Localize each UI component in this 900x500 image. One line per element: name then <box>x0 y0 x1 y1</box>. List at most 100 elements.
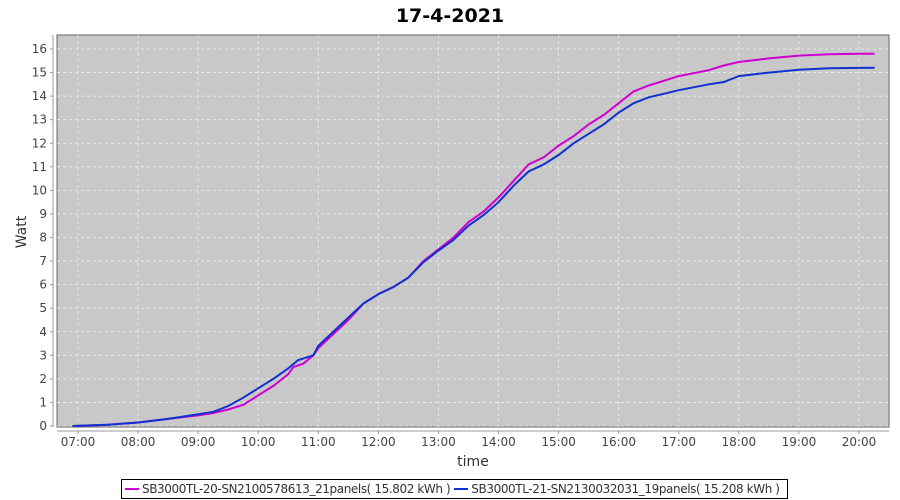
legend-label: SB3000TL-21-SN2130032031_19panels( 15.20… <box>471 482 780 496</box>
data-point <box>738 75 740 77</box>
legend-label: SB3000TL-20-SN2100578613_21panels( 15.80… <box>142 482 451 496</box>
data-point <box>347 319 350 321</box>
legend-swatch <box>125 488 139 490</box>
data-point <box>272 385 275 387</box>
data-point <box>527 163 530 166</box>
data-point <box>452 239 455 241</box>
data-point <box>708 69 710 72</box>
data-point <box>482 210 485 213</box>
data-point <box>242 403 245 406</box>
data-point <box>542 163 545 166</box>
data-point <box>617 111 620 114</box>
data-point <box>302 362 305 365</box>
y-tick-label: 5 <box>39 301 47 315</box>
data-point <box>662 92 665 95</box>
x-tick-label: 19:00 <box>782 435 817 449</box>
data-point <box>587 133 590 135</box>
data-point <box>467 221 470 223</box>
data-point <box>377 293 380 295</box>
data-point <box>437 249 440 252</box>
y-tick-label: 1 <box>39 395 47 409</box>
data-point <box>227 405 229 407</box>
chart-title: 17-4-2021 <box>396 5 504 27</box>
data-point <box>512 180 515 182</box>
data-point <box>858 52 860 55</box>
data-point <box>347 316 350 319</box>
data-point <box>167 418 169 420</box>
legend-item: SB3000TL-20-SN2100578613_21panels( 15.80… <box>125 482 451 496</box>
data-point <box>572 135 575 137</box>
y-tick-label: 3 <box>39 348 47 362</box>
x-tick-label: 13:00 <box>421 435 456 449</box>
x-axis-label: time <box>457 454 489 470</box>
data-point <box>452 236 455 239</box>
data-point <box>422 261 425 264</box>
data-point <box>647 96 650 99</box>
x-tick-label: 16:00 <box>601 435 636 449</box>
y-tick-label: 9 <box>39 207 47 221</box>
data-point <box>662 80 665 82</box>
data-point <box>557 144 560 147</box>
x-tick-label: 08:00 <box>121 435 156 449</box>
data-point <box>708 83 710 86</box>
data-point <box>768 71 770 74</box>
x-tick-label: 17:00 <box>661 435 696 449</box>
data-point <box>677 89 680 92</box>
data-point <box>858 67 860 69</box>
x-tick-label: 15:00 <box>541 435 576 449</box>
data-point <box>107 424 109 426</box>
x-tick-label: 12:00 <box>361 435 396 449</box>
data-point <box>828 67 830 70</box>
data-point <box>738 61 740 63</box>
data-point <box>512 184 515 187</box>
data-point <box>467 224 470 227</box>
y-tick-label: 8 <box>39 231 47 245</box>
data-point <box>497 201 500 203</box>
x-tick-label: 10:00 <box>241 435 276 449</box>
plot-area <box>56 34 890 428</box>
data-point <box>798 68 800 71</box>
data-point <box>137 421 139 424</box>
data-point <box>723 81 725 83</box>
data-point <box>287 367 290 370</box>
x-tick-label: 18:00 <box>722 435 757 449</box>
x-tick-label: 20:00 <box>842 435 877 449</box>
y-tick-label: 14 <box>32 89 47 103</box>
y-tick-label: 12 <box>32 136 47 150</box>
y-tick-label: 15 <box>32 66 47 80</box>
data-point <box>257 387 260 390</box>
data-point <box>873 66 875 69</box>
data-point <box>272 378 275 380</box>
data-point <box>798 54 800 57</box>
data-point <box>602 114 605 116</box>
x-tick-label: 07:00 <box>61 435 96 449</box>
data-point <box>197 413 199 416</box>
data-point <box>647 84 650 87</box>
x-tick-label: 09:00 <box>181 435 216 449</box>
y-tick-label: 13 <box>32 113 47 127</box>
data-point <box>317 345 320 347</box>
data-point <box>677 75 680 77</box>
data-point <box>542 156 545 159</box>
y-tick-label: 10 <box>32 183 47 197</box>
data-point <box>392 286 395 288</box>
chart-svg: 17-4-2021 time Watt 01234567891011121314… <box>14 5 890 470</box>
data-point <box>572 142 575 145</box>
y-tick-label: 16 <box>32 42 47 56</box>
data-point <box>632 102 635 104</box>
y-tick-label: 7 <box>39 254 47 268</box>
data-point <box>768 57 770 60</box>
y-tick-label: 4 <box>39 325 47 339</box>
x-tick-label: 11:00 <box>301 435 336 449</box>
x-tick-label: 14:00 <box>481 435 516 449</box>
y-tick-label: 0 <box>39 419 47 433</box>
data-point <box>257 394 260 397</box>
y-tick-label: 2 <box>39 372 47 386</box>
data-point <box>632 90 635 93</box>
data-point <box>482 214 485 216</box>
data-point <box>407 276 410 279</box>
y-tick-label: 11 <box>32 160 47 174</box>
data-point <box>212 411 214 413</box>
data-point <box>557 154 560 156</box>
data-point <box>297 359 300 361</box>
